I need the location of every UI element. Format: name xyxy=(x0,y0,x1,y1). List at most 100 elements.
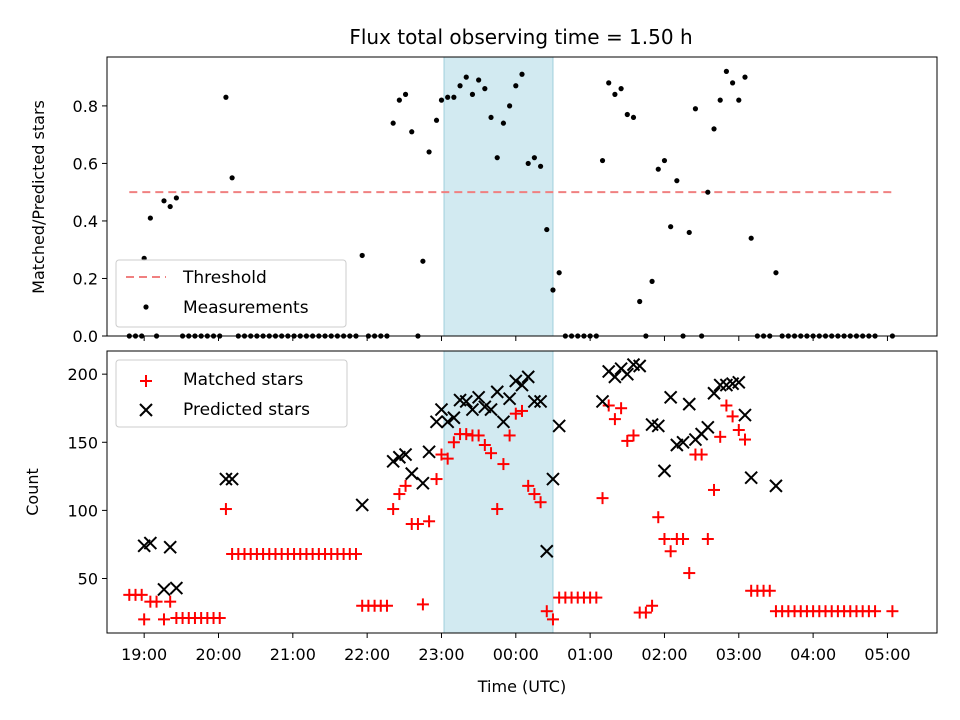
predicted-star-point xyxy=(447,411,461,425)
cross-b xyxy=(355,498,369,512)
measurement-point xyxy=(409,129,415,135)
predicted-star-point xyxy=(496,415,511,429)
matched-star-point xyxy=(430,473,443,486)
matched-star-point xyxy=(621,434,634,447)
cross-b xyxy=(682,397,696,411)
x-tick-label: 21:00 xyxy=(270,645,316,664)
predicted-star-point xyxy=(465,402,480,417)
measurement-point xyxy=(618,86,624,92)
cross-b xyxy=(459,394,473,409)
measurement-point xyxy=(773,270,779,276)
matched-star-point xyxy=(738,433,751,446)
cross-b xyxy=(471,390,486,405)
x-tick-label: 20:00 xyxy=(195,645,241,664)
measurement-point xyxy=(649,278,655,284)
matched-star-point xyxy=(540,605,553,618)
matched-star-point xyxy=(602,399,615,412)
matched-star-point xyxy=(516,404,528,417)
measurement-point xyxy=(445,94,451,100)
cross-b xyxy=(657,464,672,478)
bottom-y-axis: 50 100 150 200 xyxy=(67,365,107,589)
cross-b xyxy=(429,415,444,429)
matched-star-point xyxy=(763,584,776,597)
legend-frame xyxy=(115,259,347,328)
cross-b xyxy=(645,417,659,432)
matched-star-point xyxy=(732,424,745,437)
measurement-point xyxy=(173,195,179,201)
measurement-point xyxy=(692,106,699,112)
measurement-point xyxy=(556,270,562,276)
measurement-point xyxy=(420,258,426,264)
predicted-star-point xyxy=(732,375,746,390)
cross-b xyxy=(676,435,690,449)
cross-b xyxy=(416,476,430,490)
matched-star-point xyxy=(497,458,510,471)
x-tick-label: 19:00 xyxy=(121,645,167,664)
cross-b xyxy=(707,386,721,400)
cross-b xyxy=(398,447,413,462)
matched-star-point xyxy=(416,598,429,611)
legend-threshold-label: Threshold xyxy=(182,268,267,288)
matched-star-point xyxy=(658,533,671,545)
predicted-star-point xyxy=(490,385,504,399)
predicted-star-point xyxy=(405,466,419,481)
cross-b xyxy=(533,394,548,409)
cross-b xyxy=(651,419,665,433)
cross-b xyxy=(626,357,641,372)
measurement-point xyxy=(463,74,469,80)
top-plot-frame xyxy=(106,56,938,337)
measurement-point xyxy=(748,235,754,241)
measurement-point xyxy=(147,215,153,221)
cross-b xyxy=(490,385,504,399)
bottom-plot-frame xyxy=(106,350,938,634)
cross-b xyxy=(732,375,746,390)
measurement-point xyxy=(426,149,432,155)
x-tick-label: 04:00 xyxy=(790,645,836,664)
predicted-star-point xyxy=(225,472,239,486)
legend-measurements-label: Measurements xyxy=(183,298,309,318)
measurement-point xyxy=(531,155,537,161)
cross-b xyxy=(632,359,647,373)
cross-b xyxy=(225,472,239,486)
predicted-star-point xyxy=(676,435,690,449)
predicted-star-point xyxy=(502,391,517,406)
cross-b xyxy=(527,394,542,409)
predicted-star-point xyxy=(608,370,622,384)
matched-star-point xyxy=(350,547,362,560)
predicted-stars-points xyxy=(137,357,783,597)
predicted-star-point xyxy=(663,390,678,405)
predicted-star-point xyxy=(163,540,177,554)
cross-b xyxy=(509,374,523,388)
predicted-star-point xyxy=(701,420,715,434)
measurement-point xyxy=(525,160,531,167)
cross-b xyxy=(157,582,171,597)
measurement-point xyxy=(637,298,643,305)
cross-b xyxy=(453,393,467,407)
cross-b xyxy=(440,415,455,429)
cross-b xyxy=(169,581,184,595)
predicted-star-point xyxy=(416,476,430,490)
cross-b xyxy=(546,472,560,486)
x-axis-label: Time (UTC) xyxy=(477,677,566,696)
predicted-star-point xyxy=(552,419,566,433)
predicted-star-point xyxy=(713,378,727,392)
bottom-legend: Matched stars Predicted stars xyxy=(115,359,348,428)
matched-star-point xyxy=(695,448,708,461)
cross-b xyxy=(502,391,517,406)
measurement-point xyxy=(167,203,173,210)
matched-star-point xyxy=(423,515,436,528)
matched-star-point xyxy=(677,533,690,545)
measurement-point xyxy=(457,83,463,89)
matched-star-point xyxy=(138,613,151,626)
predicted-star-point xyxy=(744,470,758,485)
bottom-panel: 50 100 150 200 19:00 20:00 21:00 22:00 23:00 00:… xyxy=(23,350,938,696)
measurement-point xyxy=(469,91,476,97)
matched-star-point xyxy=(534,496,547,509)
x-tick-label: 22:00 xyxy=(344,645,390,664)
cross-b xyxy=(738,408,752,422)
measurement-point xyxy=(550,287,556,293)
cross-b xyxy=(769,479,783,493)
measurement-point xyxy=(488,114,494,121)
matched-star-point xyxy=(652,511,665,524)
cross-b xyxy=(663,390,678,405)
